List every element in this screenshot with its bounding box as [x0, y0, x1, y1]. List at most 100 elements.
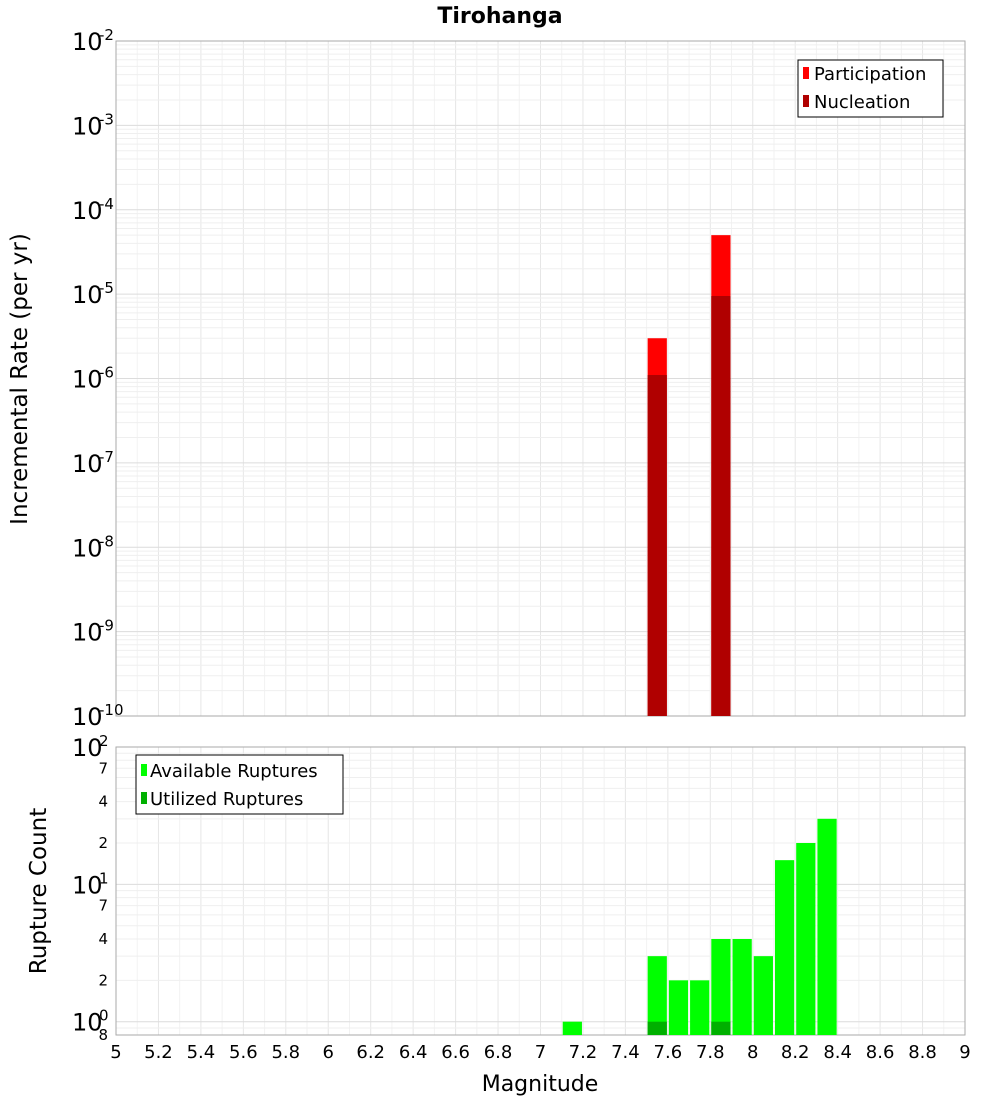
available-ruptures-bar	[796, 843, 816, 1035]
y-tick-base: 10	[72, 1009, 103, 1037]
top-plot-area	[115, 40, 966, 717]
bottom-legend: Available Ruptures Utilized Ruptures	[135, 754, 344, 815]
top-y-tick-label: 10-9	[72, 617, 114, 647]
y-tick-exponent: -4	[99, 195, 114, 213]
y-tick-base: 10	[72, 281, 103, 309]
x-axis-label: Magnitude	[482, 1072, 599, 1097]
x-tick-label: 6.2	[356, 1042, 385, 1063]
x-tick-label: 8.6	[866, 1042, 895, 1063]
x-tick-label: 7.2	[569, 1042, 598, 1063]
x-tick-label: 8	[747, 1042, 758, 1063]
available-ruptures-bar	[774, 860, 795, 1035]
y-tick-exponent: -3	[99, 110, 114, 128]
available-ruptures-bar	[732, 939, 752, 1035]
x-tick-label: 7	[535, 1042, 546, 1063]
bottom-y-tick-label: 102	[72, 732, 109, 762]
top-legend: Participation Nucleation	[797, 59, 944, 118]
bottom-y-tick-label: 100	[72, 1007, 109, 1037]
x-tick-label: 8.8	[908, 1042, 937, 1063]
y-tick-base: 10	[72, 450, 103, 478]
y-tick-exponent: 0	[99, 1007, 109, 1025]
bottom-y-minor-tick-label: 7	[98, 897, 108, 915]
x-tick-label: 7.6	[654, 1042, 683, 1063]
x-tick-label: 7.4	[611, 1042, 640, 1063]
top-y-tick-label: 10-8	[72, 532, 114, 562]
y-tick-exponent: -8	[99, 532, 114, 550]
y-tick-exponent: 1	[99, 869, 109, 887]
y-tick-exponent: -6	[99, 364, 114, 382]
available-ruptures-bar	[753, 956, 773, 1035]
top-y-tick-label: 10-10	[72, 701, 124, 731]
legend-swatch-nucleation	[803, 95, 809, 107]
x-tick-label: 8.2	[781, 1042, 810, 1063]
bottom-y-minor-tick-label: 2	[98, 971, 108, 989]
x-tick-label: 5.8	[271, 1042, 300, 1063]
x-tick-label: 9	[959, 1042, 970, 1063]
y-tick-exponent: -2	[99, 26, 114, 44]
top-y-tick-label: 10-4	[72, 195, 114, 225]
available-ruptures-bar	[711, 939, 731, 1035]
legend-swatch-participation	[803, 67, 809, 79]
top-y-tick-label: 10-7	[72, 448, 114, 478]
nucleation-bar	[711, 296, 731, 716]
y-tick-base: 10	[72, 619, 103, 647]
y-tick-base: 10	[72, 703, 103, 731]
x-tick-label: 6	[323, 1042, 334, 1063]
top-y-tick-label: 10-2	[72, 26, 114, 56]
legend-label-participation: Participation	[814, 64, 926, 85]
top-y-tick-label: 10-6	[72, 364, 114, 394]
bottom-bars	[562, 818, 837, 1035]
legend-swatch-available-ruptures	[141, 764, 147, 776]
top-y-axis-label: Incremental Rate (per yr)	[7, 233, 33, 525]
y-tick-base: 10	[72, 28, 103, 56]
x-tick-label: 5.2	[144, 1042, 173, 1063]
y-tick-exponent: 2	[99, 732, 109, 750]
available-ruptures-bar	[668, 980, 689, 1035]
y-tick-base: 10	[72, 197, 103, 225]
bottom-y-minor-tick-label: 7	[98, 759, 108, 777]
x-tick-label: 5.6	[229, 1042, 258, 1063]
chart-title: Tirohanga	[437, 4, 562, 29]
top-gridlines	[115, 40, 966, 717]
top-bars	[647, 235, 731, 716]
y-tick-base: 10	[72, 534, 103, 562]
x-tick-label: 6.8	[484, 1042, 513, 1063]
y-tick-exponent: -7	[99, 448, 114, 466]
utilized-ruptures-bar	[711, 1021, 731, 1035]
legend-swatch-utilized-ruptures	[141, 792, 147, 804]
y-tick-exponent: -9	[99, 617, 114, 635]
legend-label-nucleation: Nucleation	[814, 92, 910, 113]
bottom-y-minor-tick-label: 4	[98, 930, 108, 948]
y-tick-base: 10	[72, 734, 103, 762]
bottom-y-minor-tick-label: 8	[98, 1026, 108, 1044]
available-ruptures-bar	[817, 818, 837, 1035]
legend-label-utilized-ruptures: Utilized Ruptures	[150, 789, 303, 810]
bottom-y-axis-label: Rupture Count	[26, 808, 52, 974]
bottom-y-minor-tick-label: 2	[98, 834, 108, 852]
x-tick-label: 6.4	[399, 1042, 428, 1063]
x-tick-label: 8.4	[823, 1042, 852, 1063]
nucleation-bar	[647, 375, 667, 716]
available-ruptures-bar	[647, 956, 667, 1035]
bottom-plot-area	[115, 746, 966, 1036]
bottom-y-tick-label: 101	[72, 869, 109, 899]
y-tick-exponent: -10	[99, 701, 124, 719]
utilized-ruptures-bar	[647, 1021, 667, 1035]
y-tick-base: 10	[72, 871, 103, 899]
top-y-tick-label: 10-5	[72, 279, 114, 309]
y-tick-base: 10	[72, 366, 103, 394]
x-tick-label: 5	[110, 1042, 121, 1063]
x-tick-label: 6.6	[441, 1042, 470, 1063]
legend-label-available-ruptures: Available Ruptures	[150, 761, 318, 782]
available-ruptures-bar	[690, 980, 710, 1035]
top-y-tick-label: 10-3	[72, 110, 114, 140]
x-tick-label: 7.8	[696, 1042, 725, 1063]
bottom-legend-box	[135, 754, 344, 815]
bottom-y-minor-tick-label: 4	[98, 793, 108, 811]
top-legend-box	[797, 59, 944, 118]
y-tick-base: 10	[72, 112, 103, 140]
x-tick-labels: 5 5.2 5.4 5.6 5.8 6 6.2 6.4 6.6 6.8 7 7.2 7.4 7.6 7.8 8…	[110, 1042, 970, 1063]
